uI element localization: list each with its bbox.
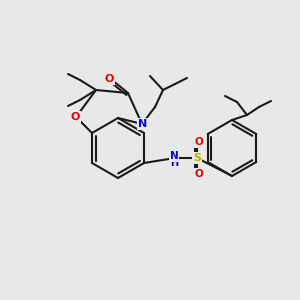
Text: N: N — [138, 119, 148, 129]
Text: N: N — [169, 151, 178, 161]
Text: O: O — [195, 169, 203, 179]
Text: S: S — [193, 153, 201, 163]
Text: H: H — [170, 158, 178, 168]
Text: O: O — [195, 137, 203, 147]
Text: O: O — [104, 74, 114, 84]
Text: O: O — [70, 112, 80, 122]
